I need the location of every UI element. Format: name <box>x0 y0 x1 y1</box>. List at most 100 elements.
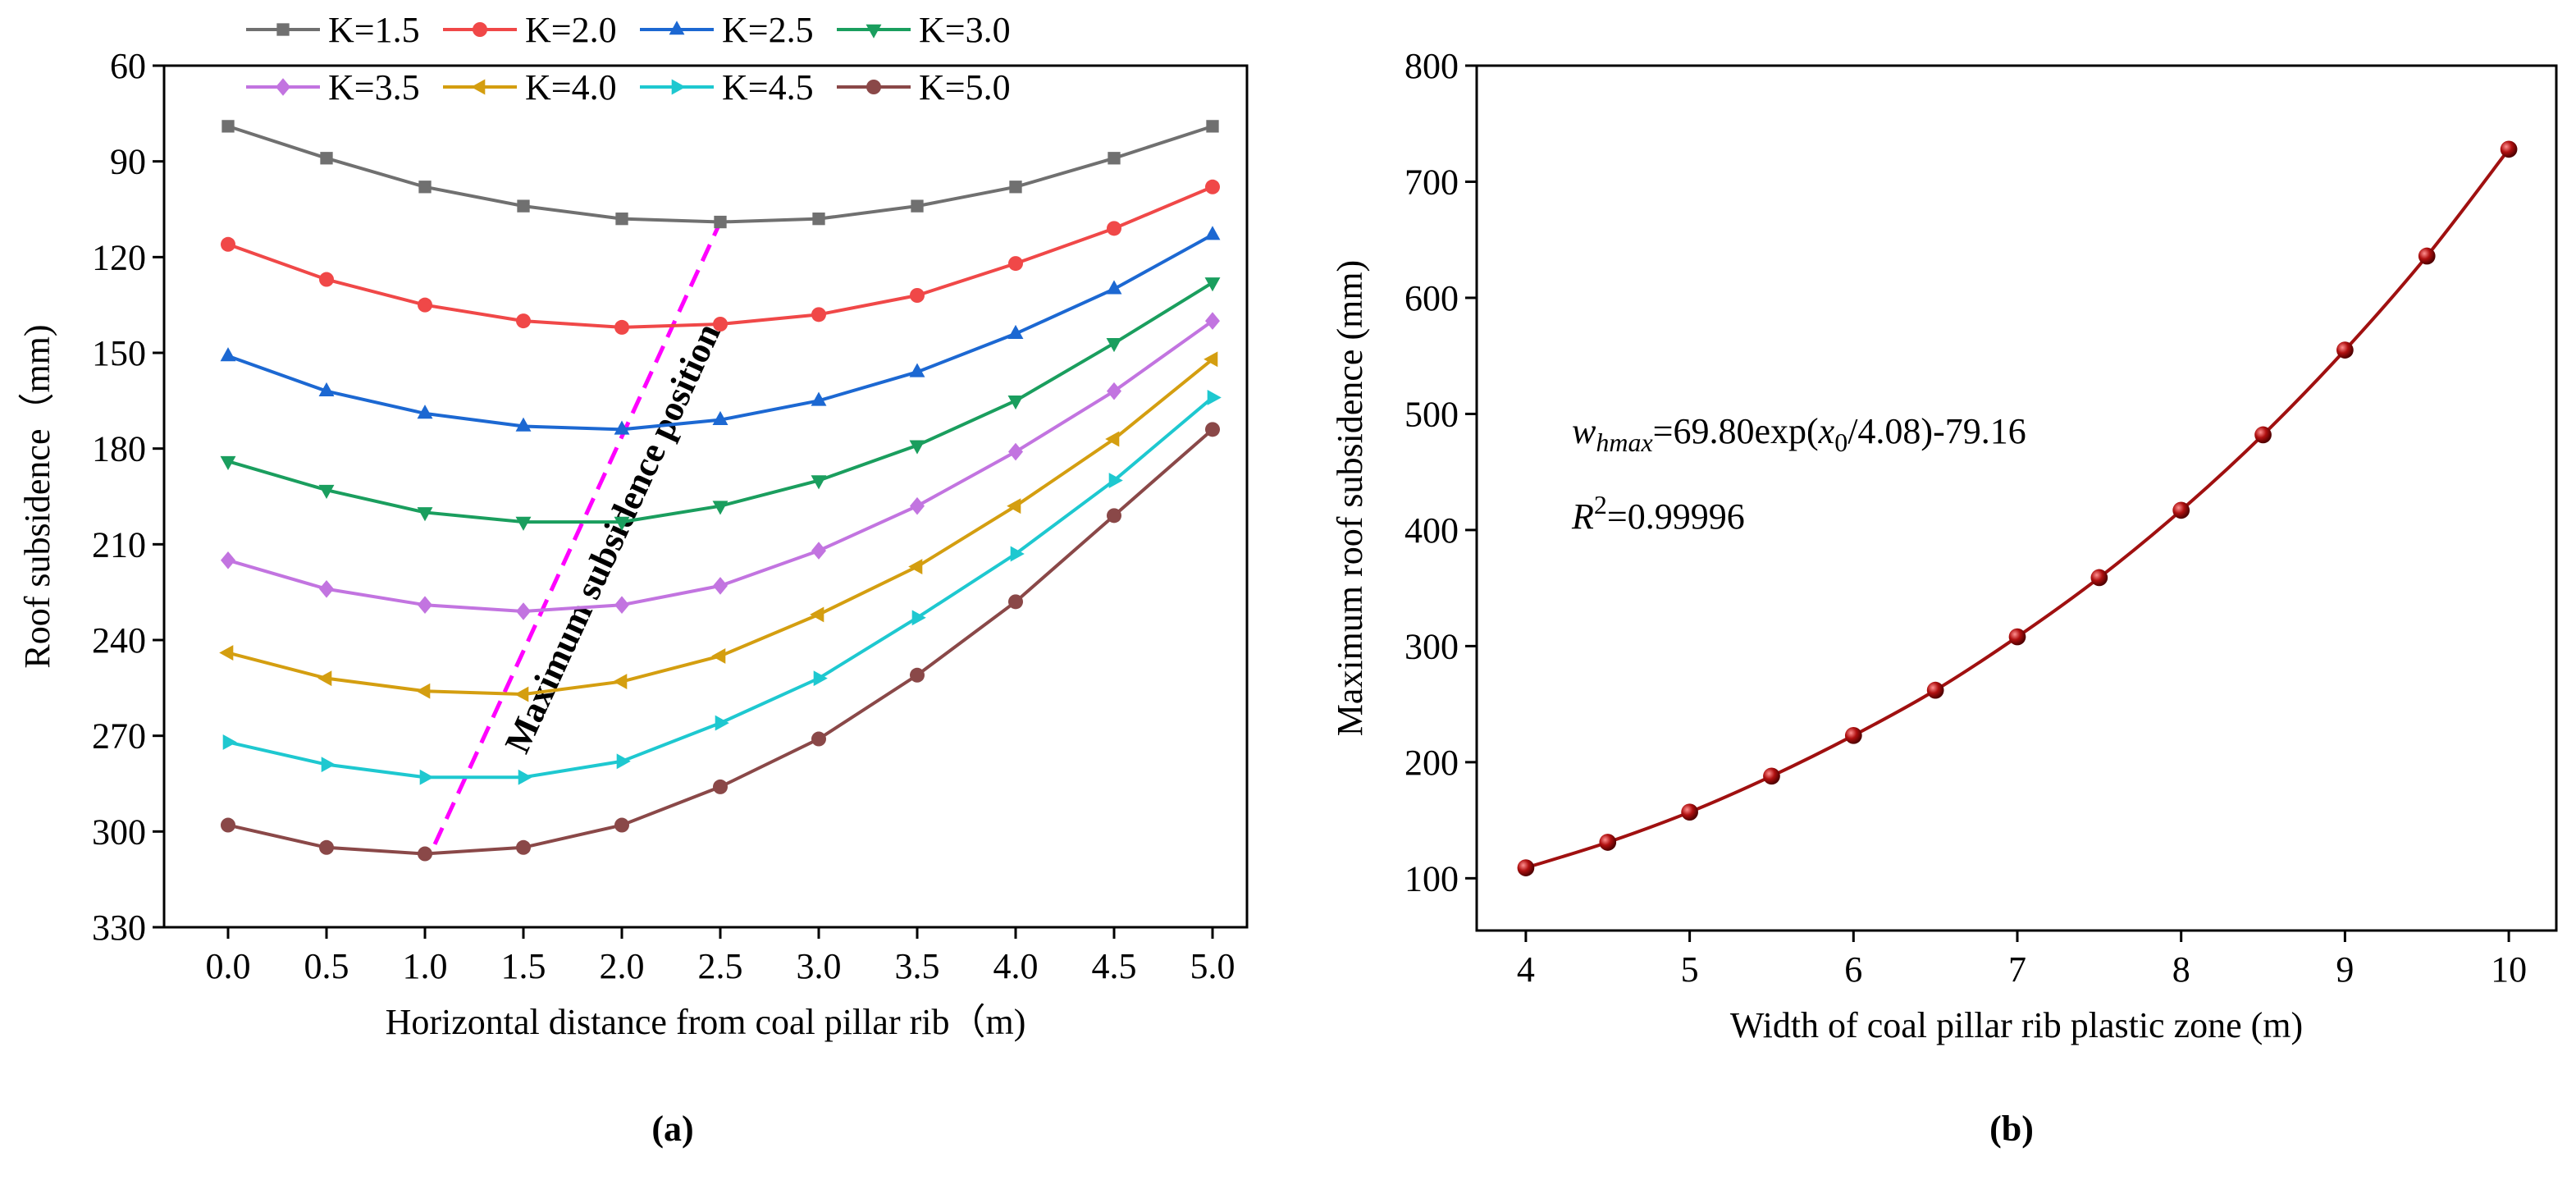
marker <box>418 846 432 862</box>
marker <box>713 317 728 332</box>
marker <box>515 417 532 432</box>
series-line <box>227 319 1214 614</box>
y-tick-label: 300 <box>92 812 146 852</box>
marker <box>615 213 628 226</box>
x-tick-label: 4.0 <box>993 946 1039 986</box>
y-axis-title: Maximum roof subsidence (mm) <box>1330 260 1370 736</box>
y-tick-label: 180 <box>92 429 146 469</box>
marker <box>813 670 828 687</box>
marker <box>613 674 628 690</box>
x-tick-label: 0.5 <box>304 946 349 986</box>
marker <box>713 577 728 595</box>
x-tick-label: 1.0 <box>403 946 448 986</box>
marker <box>1207 389 1222 405</box>
marker <box>1106 338 1122 353</box>
marker <box>514 686 529 702</box>
marker <box>221 236 235 252</box>
marker <box>2418 247 2436 265</box>
marker <box>910 496 925 515</box>
panel-label: (b) <box>1989 1109 2034 1149</box>
y-tick-label: 210 <box>92 524 146 565</box>
text-part: 2 <box>1594 490 1607 519</box>
marker <box>811 475 827 490</box>
marker <box>614 817 629 833</box>
marker <box>222 120 235 133</box>
y-tick-label: 330 <box>92 908 146 948</box>
annotation-line <box>432 221 723 845</box>
marker <box>1108 152 1121 165</box>
marker <box>713 779 728 794</box>
marker <box>811 731 826 747</box>
marker <box>417 507 433 522</box>
text-part: 0 <box>1834 428 1848 457</box>
marker <box>319 272 334 287</box>
marker <box>2090 569 2108 587</box>
text-part: =69.80exp( <box>1653 411 1819 451</box>
x-tick-label: 0.0 <box>206 946 251 986</box>
marker <box>2008 628 2026 646</box>
marker <box>1599 834 1617 851</box>
x-tick-label: 7 <box>2008 949 2026 990</box>
marker <box>1204 226 1221 240</box>
legend-label: K=4.5 <box>722 67 814 107</box>
marker <box>671 79 686 95</box>
marker <box>1204 351 1218 368</box>
marker <box>910 288 925 303</box>
marker <box>2254 426 2272 444</box>
y-tick-label: 240 <box>92 620 146 661</box>
x-axis-title: Width of coal pillar rib plastic zone (m… <box>1730 1005 2303 1045</box>
marker <box>319 839 334 855</box>
marker <box>614 420 630 435</box>
marker <box>810 606 824 623</box>
marker <box>1007 324 1024 339</box>
y-tick-label: 200 <box>1404 743 1459 783</box>
marker <box>910 667 925 683</box>
marker <box>2500 140 2518 158</box>
y-tick-label: 270 <box>92 716 146 757</box>
y-tick-label: 150 <box>92 333 146 373</box>
marker <box>515 516 532 531</box>
marker <box>1763 767 1780 785</box>
marker <box>909 440 925 455</box>
marker <box>866 24 882 39</box>
y-tick-label: 800 <box>1404 46 1459 86</box>
x-tick-label: 4.5 <box>1092 946 1137 986</box>
marker <box>911 610 926 626</box>
marker <box>2172 501 2190 519</box>
legend-label: K=2.5 <box>722 10 814 50</box>
x-tick-label: 2.0 <box>600 946 645 986</box>
marker <box>1008 256 1023 272</box>
x-tick-label: 4 <box>1517 949 1535 990</box>
marker <box>614 596 629 615</box>
marker <box>222 734 237 750</box>
marker <box>220 455 236 471</box>
marker <box>811 542 826 560</box>
marker <box>714 215 727 229</box>
marker <box>418 181 432 194</box>
marker <box>516 602 531 620</box>
marker <box>1204 277 1221 292</box>
marker <box>221 817 235 833</box>
marker <box>416 683 431 699</box>
marker <box>1205 422 1220 437</box>
marker <box>1008 594 1023 610</box>
marker <box>516 839 531 855</box>
marker <box>1206 120 1219 133</box>
x-tick-label: 6 <box>1844 949 1862 990</box>
text-part: w <box>1572 411 1596 451</box>
y-tick-label: 600 <box>1404 278 1459 318</box>
text-part: /4.08)-79.16 <box>1848 411 2026 451</box>
marker <box>811 391 827 406</box>
marker <box>318 484 335 500</box>
y-tick-label: 90 <box>110 142 146 182</box>
marker <box>221 551 235 569</box>
text-part: x <box>1818 411 1835 451</box>
marker <box>811 307 826 322</box>
marker <box>1681 803 1698 821</box>
text-part: =0.99996 <box>1607 496 1745 537</box>
marker <box>911 199 924 213</box>
marker <box>614 516 630 531</box>
marker <box>317 670 332 687</box>
marker <box>220 347 236 362</box>
